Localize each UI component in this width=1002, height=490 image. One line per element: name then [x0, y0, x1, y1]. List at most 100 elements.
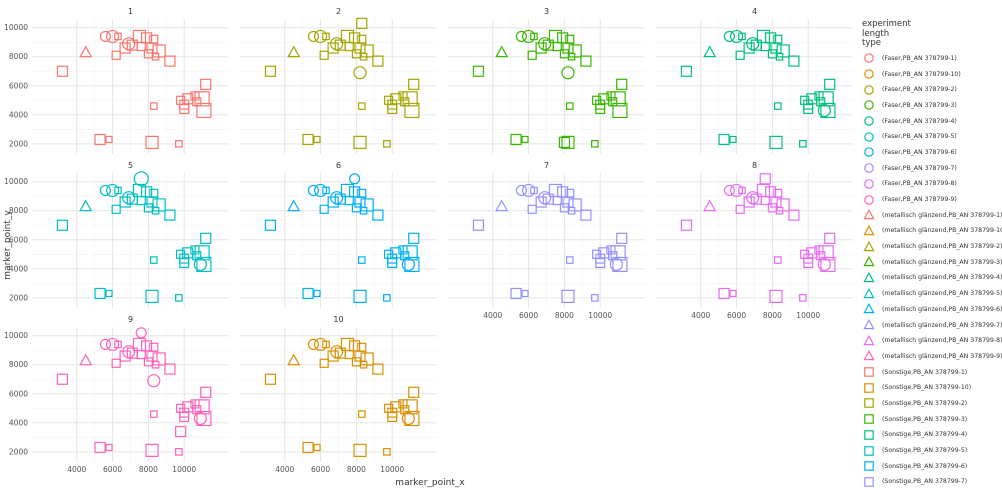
triangle-legend-key — [863, 319, 875, 330]
legend-item: (Sonstige,PB_AN 378799-1) — [862, 364, 1000, 380]
data-point — [264, 65, 277, 77]
data-point — [759, 173, 771, 185]
circle-legend-key — [864, 194, 874, 205]
data-point — [769, 289, 783, 303]
data-point — [175, 294, 183, 302]
legend-key-shape — [864, 116, 874, 126]
x-tick-label: 8000 — [347, 465, 366, 474]
x-tick-label: 4000 — [67, 465, 86, 474]
data-point — [105, 443, 113, 452]
legend-key-shape — [864, 398, 874, 409]
facet-strip-label: 3 — [544, 7, 549, 16]
legend-key-shape — [864, 53, 874, 64]
data-point — [738, 32, 746, 41]
facet-strip-label: 7 — [544, 161, 549, 170]
data-point — [408, 386, 420, 398]
facet-panel-6: 6 — [240, 161, 437, 308]
data-point — [145, 443, 159, 457]
data-point — [387, 103, 398, 114]
data-point — [743, 196, 755, 208]
legend-item: (Faser,PB_AN 378799-1) — [862, 51, 1000, 67]
legend-item: (metallisch glänzend,PB_AN 378799-8) — [862, 333, 1002, 349]
gridlines — [240, 19, 437, 154]
data-point — [357, 342, 367, 352]
x-tick-label: 10000 — [588, 311, 612, 320]
y-tick-label: 4000 — [9, 110, 28, 119]
data-point — [313, 443, 321, 452]
data-point — [824, 232, 836, 244]
legend-item-label: (metallisch glänzend,PB_AN 378799-5) — [882, 290, 1002, 298]
legend-item-label: (Faser,PB_AN 378799-9) — [882, 196, 957, 204]
data-point — [595, 103, 606, 114]
legend-item-label: (Faser,PB_AN 378799-3) — [882, 101, 957, 109]
data-point — [820, 256, 836, 273]
legend-key-shape — [863, 224, 875, 236]
legend-key-shape — [863, 256, 875, 267]
data-point — [287, 353, 301, 366]
legend-item: (Sonstige,PB_AN 378799-6) — [862, 458, 1000, 474]
triangle-legend-key — [863, 350, 875, 361]
data-point — [408, 78, 420, 90]
data-point — [824, 78, 836, 90]
data-point — [401, 257, 415, 272]
data-point — [357, 102, 366, 110]
data-point — [99, 184, 112, 197]
data-point — [94, 441, 106, 454]
legend-item-label: (metallisch glänzend,PB_AN 378799-3) — [882, 258, 1002, 266]
data-point — [568, 44, 582, 58]
triangle-legend-key — [863, 256, 875, 267]
data-point — [568, 198, 582, 212]
data-point — [773, 188, 783, 198]
legend-key-shape — [863, 303, 875, 314]
legend-item: (metallisch glänzend,PB_AN 378799-5) — [862, 286, 1002, 302]
data-point — [527, 204, 537, 214]
gridlines — [656, 19, 853, 154]
data-point — [776, 198, 790, 212]
data-point — [313, 135, 321, 144]
legend-item-label: (Sonstige,PB_AN 378799-10) — [882, 384, 972, 392]
circle-legend-key — [864, 147, 874, 158]
data-point — [680, 65, 693, 77]
data-point — [799, 140, 807, 148]
y-tick-label: 6000 — [9, 81, 28, 90]
data-point — [372, 363, 384, 375]
data-point — [196, 256, 212, 273]
x-tick-label: 4000 — [275, 465, 294, 474]
legend-key-shape — [864, 414, 874, 424]
data-point — [817, 257, 831, 272]
data-point — [495, 45, 509, 58]
legend-key-shape — [864, 382, 874, 393]
data-point — [353, 66, 367, 80]
data-point — [535, 196, 547, 208]
data-point — [773, 34, 783, 44]
data-point — [404, 102, 420, 119]
data-point — [616, 78, 628, 90]
facet-strip-label: 4 — [752, 7, 757, 16]
data-point — [357, 34, 367, 44]
square-legend-key — [864, 461, 874, 472]
square-legend-key — [864, 445, 874, 456]
triangle-legend-key — [863, 303, 875, 314]
data-point — [372, 55, 384, 67]
data-point — [319, 50, 329, 60]
data-point — [114, 32, 122, 41]
legend-item: (Sonstige,PB_AN 378799-7) — [862, 474, 1000, 490]
gridlines — [32, 173, 229, 308]
facet-panel-4: 4 — [656, 7, 853, 154]
legend-item-label: (Sonstige,PB_AN 378799-5) — [882, 447, 968, 455]
data-point — [353, 443, 367, 457]
data-point — [287, 45, 301, 58]
data-point — [818, 91, 834, 107]
data-point — [612, 256, 628, 273]
data-point — [200, 78, 212, 90]
legend-item: (Faser,PB_AN 378799-7) — [862, 160, 1000, 176]
y-tick-label: 6000 — [9, 235, 28, 244]
data-point — [515, 30, 528, 43]
data-point — [729, 289, 737, 298]
legend-item: (Faser,PB_AN 378799-5) — [862, 129, 1000, 145]
facet-panel-5: 5 2000 4000 6000 8000 10000 — [4, 161, 229, 308]
legend-key-shape — [864, 163, 874, 173]
data-point — [56, 373, 69, 385]
circle-legend-key — [864, 116, 874, 126]
data-point — [193, 257, 207, 272]
